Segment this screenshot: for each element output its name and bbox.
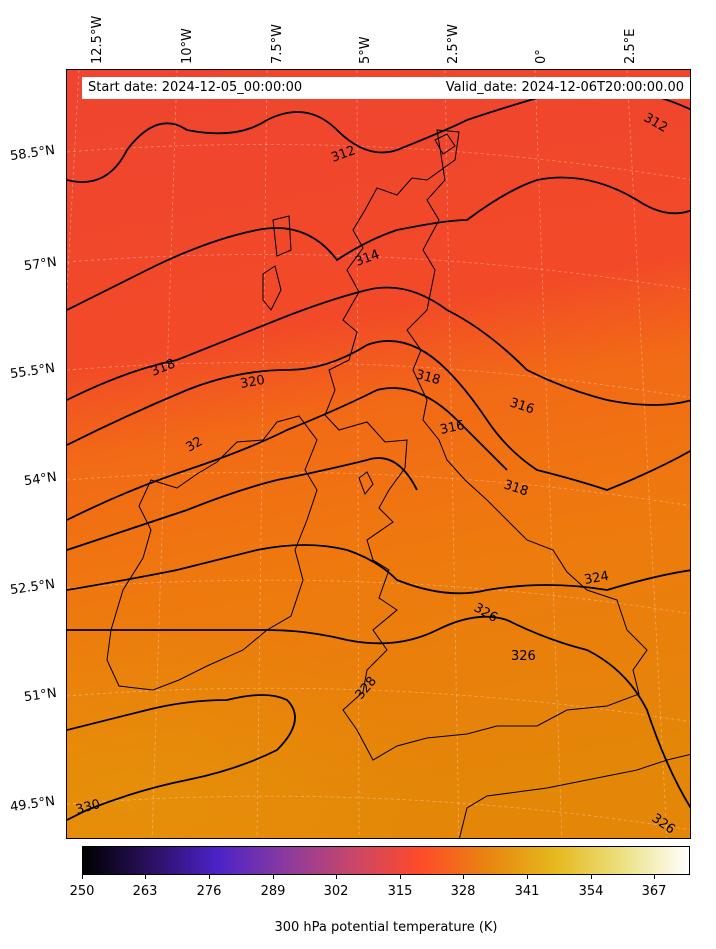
colorbar-tick-label: 276 — [196, 884, 222, 899]
ireland-coast — [106, 415, 318, 691]
lat-label-58.5n: 58.5°N — [9, 142, 56, 165]
lat-label-55.5n: 55.5°N — [9, 360, 56, 383]
coastlines — [106, 129, 690, 838]
map-panel[interactable]: 312 312 314 318 320 318 316 316 318 32 3… — [66, 69, 691, 839]
potential-temperature-map: 312 312 314 318 320 318 316 316 318 32 3… — [67, 70, 690, 838]
colorbar-tickmark — [463, 875, 464, 879]
colorbar-tickmark — [591, 875, 592, 879]
colorbar-tick-label: 263 — [132, 884, 158, 899]
france-coast — [458, 753, 690, 838]
isotherm-320 — [67, 387, 508, 521]
colorbar-tickmark — [209, 875, 210, 879]
lat-label-54n: 54°N — [23, 469, 58, 490]
isotherms — [67, 86, 690, 821]
colorbar-tick-label: 315 — [387, 884, 413, 899]
contour-label-32: 32 — [184, 434, 206, 455]
isle-of-man-coast — [358, 471, 374, 495]
start-date-text: Start date: 2024-12-05_00:00:00 — [88, 80, 303, 95]
contour-label-316-a: 316 — [508, 396, 536, 418]
great-britain-coast — [324, 129, 648, 761]
lat-label-52.5n: 52.5°N — [9, 576, 56, 599]
colorbar-tickmark — [273, 875, 274, 879]
contour-label-326-b: 326 — [511, 649, 536, 664]
contour-label-316-b: 316 — [439, 418, 466, 438]
contour-label-320: 320 — [239, 373, 266, 392]
warm-region — [67, 470, 690, 838]
lat-label-57n: 57°N — [23, 254, 58, 275]
lat-label-49.5n: 49.5°N — [9, 793, 56, 816]
isotherm-324 — [67, 544, 690, 595]
lon-label-12.5w: 12.5°W — [90, 15, 105, 64]
isotherm-322 — [67, 457, 418, 551]
colorbar-tickmark — [336, 875, 337, 879]
colorbar — [82, 846, 690, 875]
contour-label-318-b: 318 — [414, 367, 442, 388]
colorbar-tickmark — [400, 875, 401, 879]
lon-label-5w: 5°W — [358, 36, 373, 64]
colorbar-tickmark — [145, 875, 146, 879]
isotherm-318 — [67, 340, 690, 491]
colorbar-tick-label: 367 — [641, 884, 667, 899]
contour-label-330: 330 — [74, 797, 102, 818]
graticule — [67, 70, 690, 838]
colorbar-tick-label: 289 — [260, 884, 286, 899]
valid-date-text: Valid_date: 2024-12-06T20:00:00.00 — [445, 80, 684, 95]
colorbar-tick-label: 341 — [514, 884, 540, 899]
lon-label-2.5w: 2.5°W — [446, 23, 461, 64]
lon-label-2.5e: 2.5°E — [623, 28, 638, 64]
colorbar-tick-label: 250 — [69, 884, 95, 899]
isotherm-326 — [67, 615, 690, 809]
contour-label-324: 324 — [583, 569, 610, 588]
lat-label-51n: 51°N — [23, 685, 58, 706]
colorbar-tickmark — [654, 875, 655, 879]
lon-label-7.5w: 7.5°W — [270, 23, 285, 64]
colorbar-tickmark — [82, 875, 83, 879]
colorbar-label: 300 hPa potential temperature (K) — [274, 920, 498, 935]
lon-label-0: 0° — [534, 49, 549, 64]
isotherm-328 — [67, 694, 296, 821]
isotherm-316 — [67, 286, 690, 406]
orkney-coast — [434, 133, 456, 155]
colorbar-tickmark — [527, 875, 528, 879]
isotherm-314 — [67, 176, 690, 311]
date-info-box: Start date: 2024-12-05_00:00:00 Valid_da… — [82, 77, 690, 99]
colorbar-tick-label: 354 — [578, 884, 604, 899]
colorbar-tick-label: 302 — [323, 884, 349, 899]
hebrides-coast — [262, 215, 292, 311]
colorbar-tick-label: 328 — [450, 884, 476, 899]
contour-label-318-c: 318 — [502, 478, 530, 500]
lon-label-10w: 10°W — [180, 28, 195, 64]
